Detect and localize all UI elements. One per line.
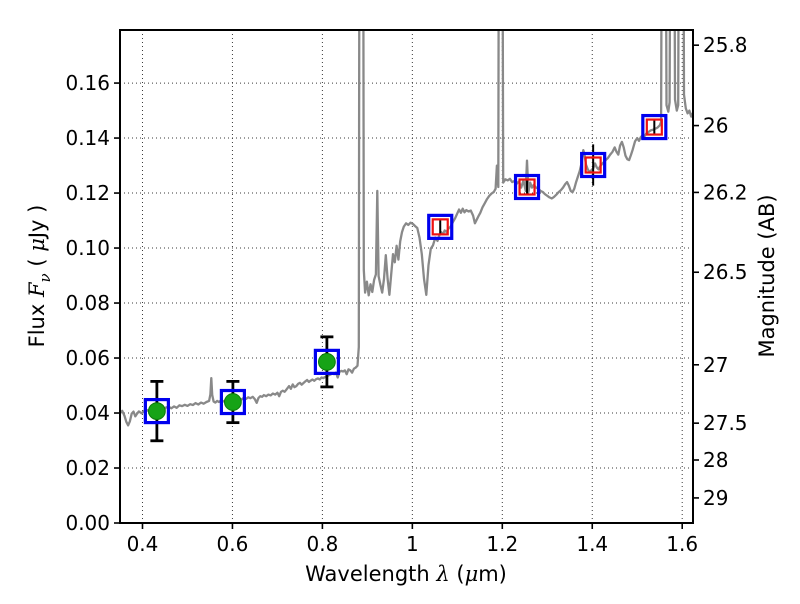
magnitude-tick-label: 28 (703, 448, 728, 472)
magnitude-tick-label: 27.5 (703, 411, 748, 435)
y-tick-label: 0.06 (65, 346, 110, 370)
data-series (120, 30, 693, 443)
axis-label-segment: μ (465, 562, 479, 586)
model-spectrum-line (120, 30, 693, 427)
y-tick-label: 0.12 (65, 181, 110, 205)
magnitude-tick-label: 26.5 (703, 260, 748, 284)
predicted-square-marker (518, 178, 536, 196)
y-tick-label: 0.10 (65, 236, 110, 260)
y-tick-label: 0.08 (65, 291, 110, 315)
model-square-marker (219, 388, 246, 416)
magnitude-tick-label: 29 (703, 486, 728, 510)
axis-label-segment: m) (478, 562, 507, 586)
right-axis-label: Magnitude (AB) (755, 194, 779, 357)
model-square-marker (513, 173, 541, 201)
x-tick-label: 0.6 (217, 532, 249, 556)
x-axis-label: Wavelength λ (μm) (305, 562, 507, 586)
x-tick-label: 1.2 (486, 532, 518, 556)
predicted-square-marker (431, 218, 449, 236)
magnitude-tick-label: 26.2 (703, 180, 748, 204)
x-tick-label: 0.4 (127, 532, 159, 556)
x-tick-label: 1.6 (666, 532, 698, 556)
model-square-marker (427, 213, 454, 240)
detection-circle-marker (147, 402, 166, 420)
y-tick-label: 0.02 (65, 456, 110, 480)
y-axis-label: Flux Fν ( μJy ) (25, 205, 54, 348)
y-tick-label: 0.04 (65, 401, 110, 425)
predicted-square-marker (584, 156, 602, 174)
detection-circle-marker (223, 393, 242, 411)
y-tick-label: 0.14 (65, 126, 110, 150)
axes-ticks: 0.4 0.6 0.8 1 1.2 1.4 1.6 0.00 0.02 0.04 0.06 0.08 0… (65, 33, 747, 556)
x-tick-label: 0.8 (306, 532, 338, 556)
x-tick-label: 1.4 (576, 532, 608, 556)
y-tick-label: 0.16 (65, 71, 110, 95)
axis-label-segment: λ (435, 562, 449, 586)
predicted-square-marker (645, 118, 663, 136)
axis-label-segment: Wavelength (305, 562, 436, 586)
axis-label-segment: μ (25, 238, 49, 252)
grid-lines (120, 30, 693, 523)
model-square-marker (641, 113, 668, 141)
y-tick-label: 0.00 (65, 511, 110, 535)
model-square-marker (313, 348, 340, 375)
axis-label-segment: Jy ) (25, 205, 49, 241)
plot-border (119, 29, 694, 524)
x-tick-label: 1 (406, 532, 419, 556)
axis-label-segment: F (25, 281, 49, 298)
detection-circle-marker (317, 352, 336, 371)
magnitude-tick-label: 25.8 (703, 33, 748, 57)
axis-label-segment: ( (25, 252, 49, 274)
magnitude-tick-label: 27 (703, 353, 728, 377)
axis-label-segment: ν (36, 273, 54, 282)
model-square-marker (143, 397, 170, 425)
axis-label-segment: Flux (25, 297, 49, 347)
axis-label-segment: ( (450, 562, 465, 586)
model-square-marker (580, 151, 607, 179)
magnitude-tick-label: 26 (703, 114, 728, 138)
